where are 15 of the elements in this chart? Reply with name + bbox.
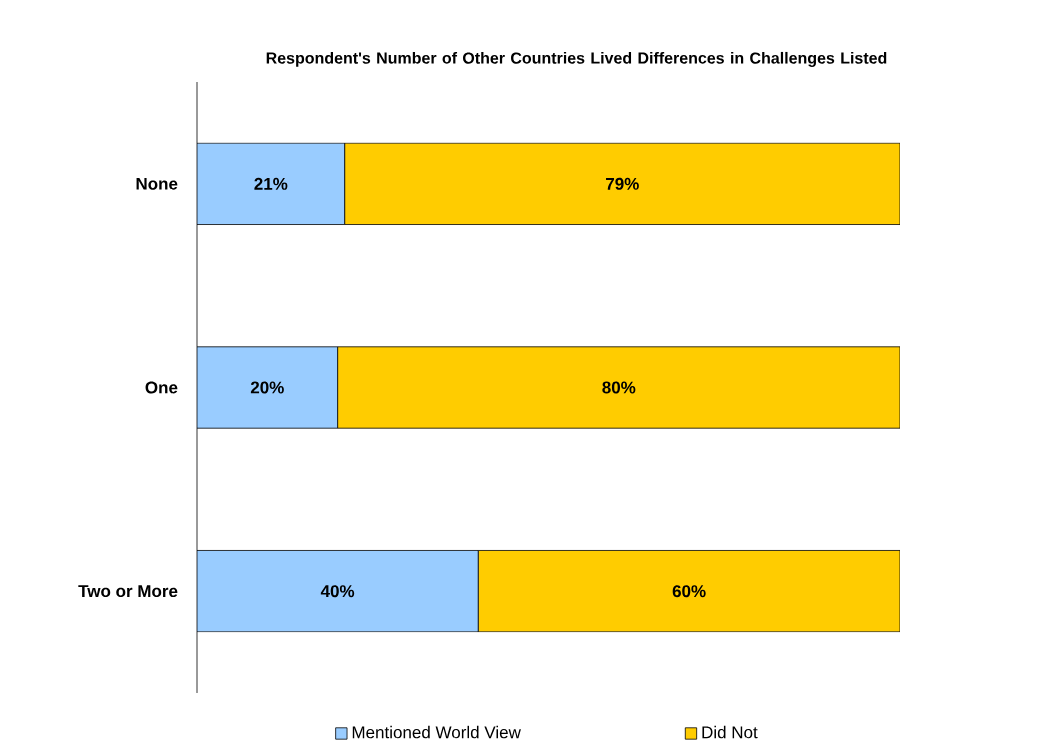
y-tick-label: None [136,177,178,190]
bar [344,142,900,225]
bar [477,550,900,633]
data-label: 40% [320,585,355,598]
bar [337,346,900,429]
legend-label: Did Not [702,725,758,739]
legend-label: Mentioned World View [352,725,521,739]
data-label: 20% [250,381,284,394]
chart-title: Respondent's Number of Other Countries Lived Differences in Challenges Listed [266,51,887,67]
data-label: 80% [602,381,636,394]
data-label: 79% [606,177,639,190]
y-tick-label: One [145,381,178,394]
data-label: 60% [672,585,706,598]
y-tick-label: Two or More [78,585,178,598]
data-label: 21% [254,177,288,190]
